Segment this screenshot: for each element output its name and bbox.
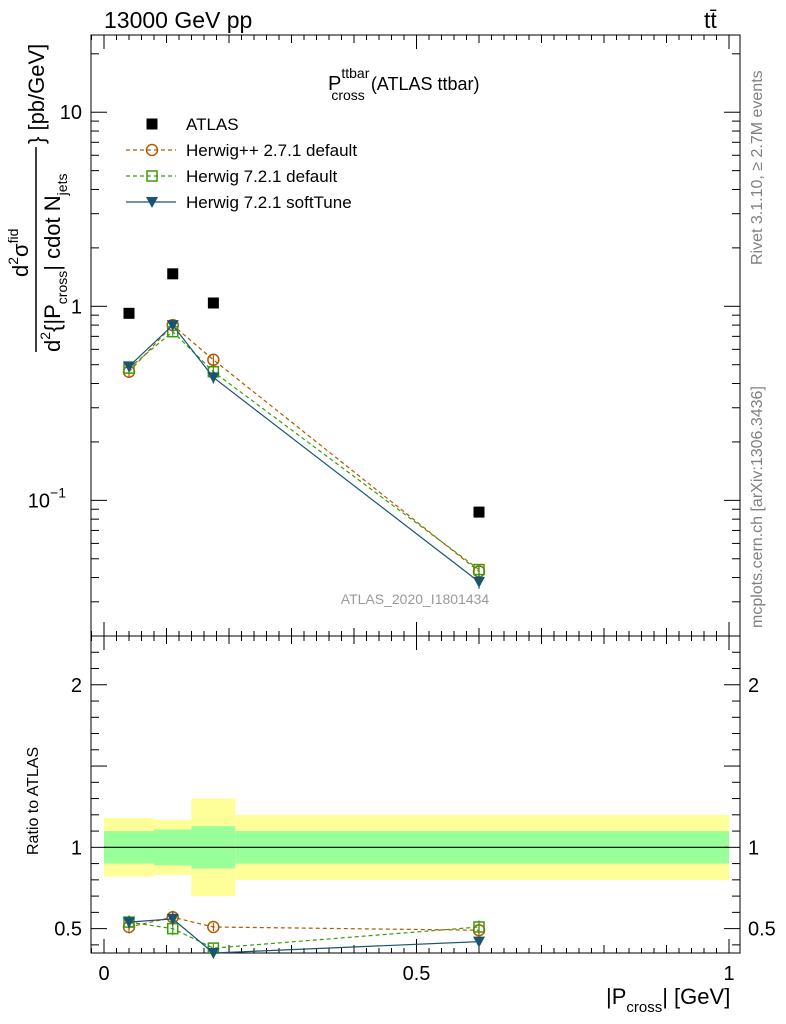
y-tick-label-exp: −1 [50, 484, 66, 500]
ylabel-num-exp: 2 [5, 257, 21, 265]
legend-label: ATLAS [186, 115, 239, 134]
x-tick-label: 0.5 [403, 963, 431, 985]
mcplots-label: mcplots.cern.ch [arXiv:1306.3436] [749, 386, 766, 628]
y-tick-label-ratio: 1 [71, 837, 82, 859]
xlabel-sub: cross [626, 999, 662, 1016]
ratio-bands [104, 798, 729, 897]
ratio-line [128, 916, 480, 931]
ratio-point [166, 913, 179, 925]
legend-entry: Herwig++ 2.7.1 default [126, 141, 357, 160]
ratio-point [473, 921, 485, 933]
ylabel-unit: } [pb/GeV] [24, 44, 49, 144]
ratio-point [473, 936, 485, 948]
y-tick-label-main: 1 [71, 296, 82, 318]
ratio-point [207, 948, 220, 959]
y-tick-label-main: 10−1 [28, 484, 66, 512]
x-tick-label: 1 [723, 963, 734, 985]
analysis-watermark: ATLAS_2020_I1801434 [341, 591, 490, 607]
y-tick-label-main: 10 [60, 102, 82, 124]
ylabel-den-body: {|P [40, 304, 65, 332]
data-point [207, 372, 220, 384]
plot-title-main: P [328, 73, 341, 95]
y-tick-label-ratio-right: 2 [748, 675, 759, 697]
legend-marker [146, 170, 158, 182]
y-tick-label-ratio-right: 0.5 [748, 919, 776, 941]
ratio-line [128, 921, 480, 949]
main-plot-data [122, 268, 486, 589]
plot-title-tail: (ATLAS ttbar) [371, 74, 480, 94]
y-tick-label-ratio-right: 1 [748, 837, 759, 859]
data-point [473, 506, 485, 518]
xlabel-post: | [GeV] [662, 984, 730, 1009]
series-line [128, 330, 480, 571]
ratio-point [123, 917, 135, 929]
x-tick-label: 0 [98, 963, 109, 985]
data-point [166, 320, 179, 332]
plot-title-sup: ttbar [341, 65, 369, 81]
data-point [473, 576, 485, 588]
ylabel-den-sub: cross [54, 271, 70, 304]
ratio-plot-frame [90, 635, 741, 954]
main-y-label: d2σfid d2{|Pcross| cdot Njets } [pb/GeV] [5, 44, 70, 352]
legend: ATLAS Herwig++ 2.7.1 default Herwig 7.2.1 … [126, 115, 357, 212]
rivet-version-label: Rivet 3.1.10, ≥ 2.7M events [749, 70, 766, 265]
header-left: 13000 GeV pp [104, 7, 252, 33]
ylabel-num-sigma-exp: fid [5, 229, 21, 244]
series-3 [123, 320, 485, 589]
legend-marker [146, 197, 158, 208]
ylabel-numerator: d2σfid [5, 229, 33, 277]
plot-title: Pttbar cross (ATLAS ttbar) [328, 65, 480, 103]
ylabel-den-d: d [40, 340, 65, 352]
y-tick-label-ratio: 0.5 [54, 919, 82, 941]
header-right: tt̄ [704, 7, 717, 33]
legend-label: Herwig 7.2.1 default [186, 167, 337, 186]
ratio-line [128, 918, 480, 954]
legend-marker [146, 118, 158, 130]
ylabel-num-d: d [8, 265, 33, 277]
data-point [167, 268, 179, 280]
ratio-point [207, 920, 220, 934]
ratio-plot-data [122, 910, 486, 959]
legend-label: Herwig++ 2.7.1 default [186, 141, 357, 160]
axis-ticks [91, 35, 740, 953]
ylabel-num-sigma: σ [8, 243, 33, 257]
data-point [123, 307, 135, 319]
ratio-series-3 [123, 912, 485, 959]
legend-label: Herwig 7.2.1 softTune [186, 193, 352, 212]
ylabel-denominator: d2{|Pcross| cdot Njets [37, 174, 70, 352]
series-1 [122, 318, 486, 578]
ratio-series-2 [123, 915, 485, 954]
legend-entry: Herwig 7.2.1 default [126, 167, 337, 186]
data-point [207, 297, 219, 309]
data-point [123, 361, 135, 373]
legend-entry: ATLAS [146, 115, 239, 134]
ylabel-den-tail: | cdot N [40, 195, 65, 270]
y-tick-label-ratio: 2 [71, 675, 82, 697]
data-point [473, 563, 485, 576]
ratio-y-label: Ratio to ATLAS [25, 747, 42, 855]
legend-entry: Herwig 7.2.1 softTune [126, 193, 352, 212]
ylabel-den-exp: 2 [37, 332, 53, 340]
series-line [128, 324, 480, 572]
series-0 [123, 268, 485, 518]
data-point [207, 353, 220, 367]
legend-marker [145, 143, 159, 157]
xlabel-pre: |P [606, 984, 626, 1009]
series-2 [123, 325, 485, 576]
ylabel-den-sub2: jets [54, 174, 70, 197]
x-axis-label: |Pcross| [GeV] [606, 984, 730, 1016]
plot-title-sub: cross [331, 87, 364, 103]
series-line [128, 324, 480, 583]
